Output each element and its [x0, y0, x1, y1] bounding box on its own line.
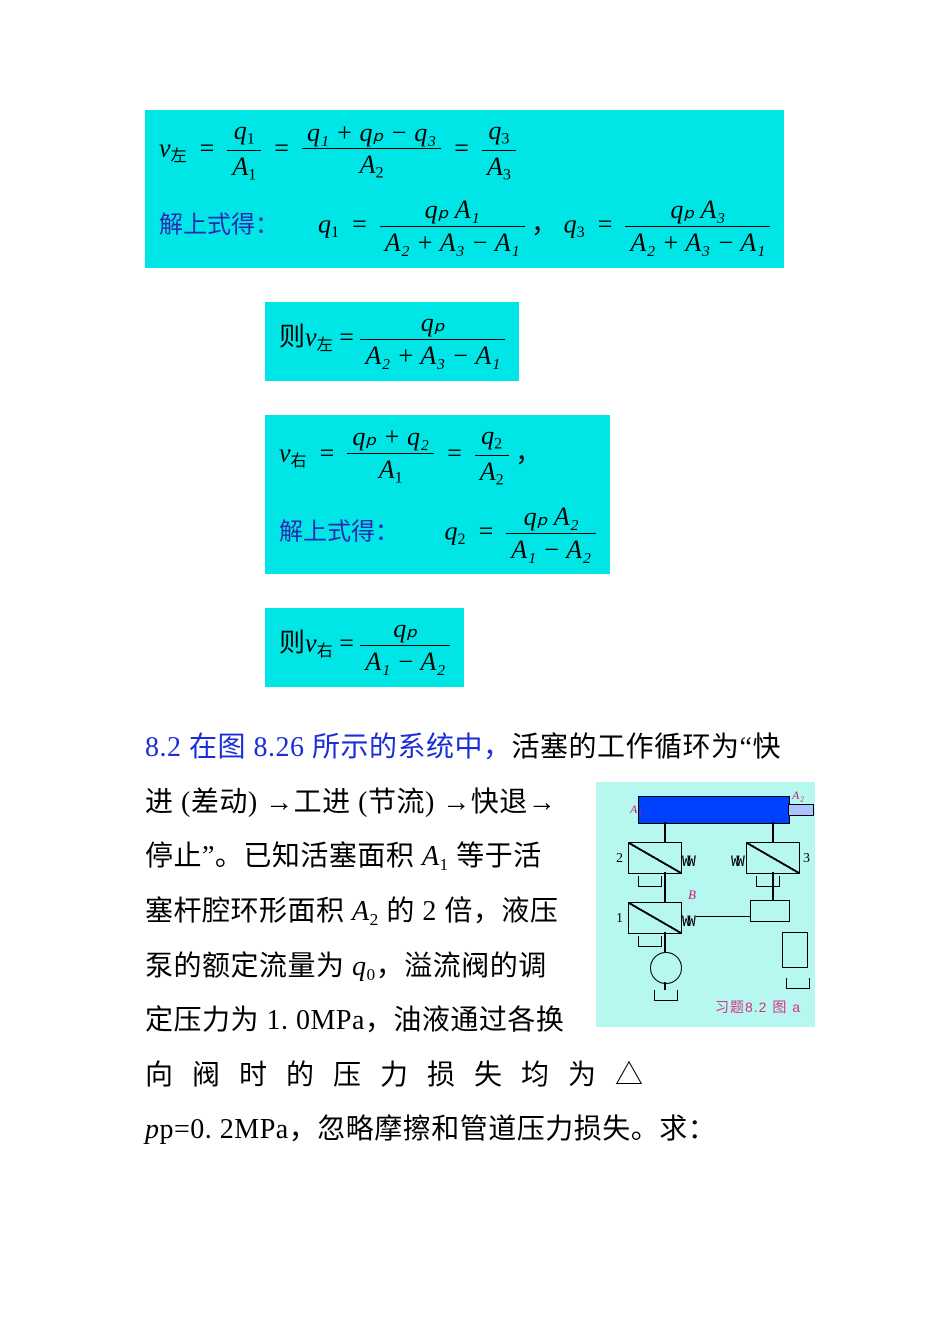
figure-label-3: 3	[803, 845, 811, 872]
figure-label-2: 2	[616, 845, 624, 872]
pump-icon	[650, 952, 682, 984]
equation-block-2: 则v左 = qₚ A₂ + A₃ − A₁	[265, 302, 815, 381]
eq3-q2-frac: qₚ A₂ A₁ − A₂	[506, 502, 596, 565]
figure-8-2: A₁ A₂ 2WW 3WW B 1WW 习题8.2 图 a	[596, 782, 815, 1027]
equation-block-4: 则v右 = qₚ A₁ − A₂	[265, 608, 815, 687]
problem-8-2-text: 8.2 在图 8.26 所示的系统中，活塞的工作循环为“快 A₁ A₂ 2WW …	[145, 721, 815, 1158]
eq3-frac-2: q2 A2	[475, 421, 509, 490]
eq3-frac-1: qₚ + q₂ A1	[347, 422, 434, 488]
eq1-q3-frac: qₚ A₃ A₂ + A₃ − A₁	[625, 195, 770, 258]
eq1-frac-3: q3 A3	[482, 116, 516, 185]
eq2-frac: qₚ A₂ + A₃ − A₁	[360, 308, 505, 371]
figure-label-A2: A₂	[792, 784, 805, 807]
figure-label-B: B	[688, 882, 696, 907]
eq1-frac-2: q₁ + qₚ − q₃ A2	[302, 118, 441, 184]
problem-heading: 8.2 在图 8.26 所示的系统中，	[145, 732, 512, 763]
eq1-q1-frac: qₚ A₁ A₂ + A₃ − A₁	[380, 195, 525, 258]
eq2-prefix: 则	[279, 322, 305, 351]
figure-caption: 习题8.2 图 a	[715, 994, 801, 1021]
eq4-prefix: 则	[279, 629, 305, 658]
eq1-solve-label: 解上式得：	[159, 212, 279, 238]
equation-block-1: v左 = q1 A1 = q₁ + qₚ − q₃ A2 = q3 A3	[145, 110, 815, 268]
eq3-solve-label: 解上式得：	[279, 519, 399, 545]
eq1-lhs-sub: 左	[171, 148, 187, 165]
figure-label-A1: A₁	[630, 798, 643, 821]
eq4-frac: qₚ A₁ − A₂	[360, 614, 450, 677]
figure-label-1: 1	[616, 905, 624, 932]
hydraulic-schematic-icon: A₁ A₂ 2WW 3WW B 1WW 习题8.2 图 a	[596, 782, 815, 1027]
eq1-lhs-var: v	[159, 134, 171, 163]
equation-block-3: v右 = qₚ + q₂ A1 = q2 A2 ， 解上式得： q2 =	[265, 415, 815, 575]
eq1-frac-1: q1 A1	[227, 116, 261, 185]
